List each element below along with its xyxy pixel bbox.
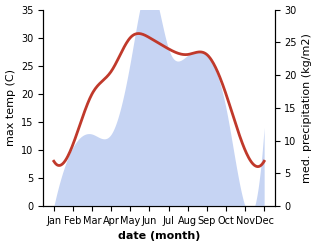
Y-axis label: max temp (C): max temp (C) xyxy=(5,69,16,146)
Y-axis label: med. precipitation (kg/m2): med. precipitation (kg/m2) xyxy=(302,33,313,183)
X-axis label: date (month): date (month) xyxy=(118,231,200,242)
